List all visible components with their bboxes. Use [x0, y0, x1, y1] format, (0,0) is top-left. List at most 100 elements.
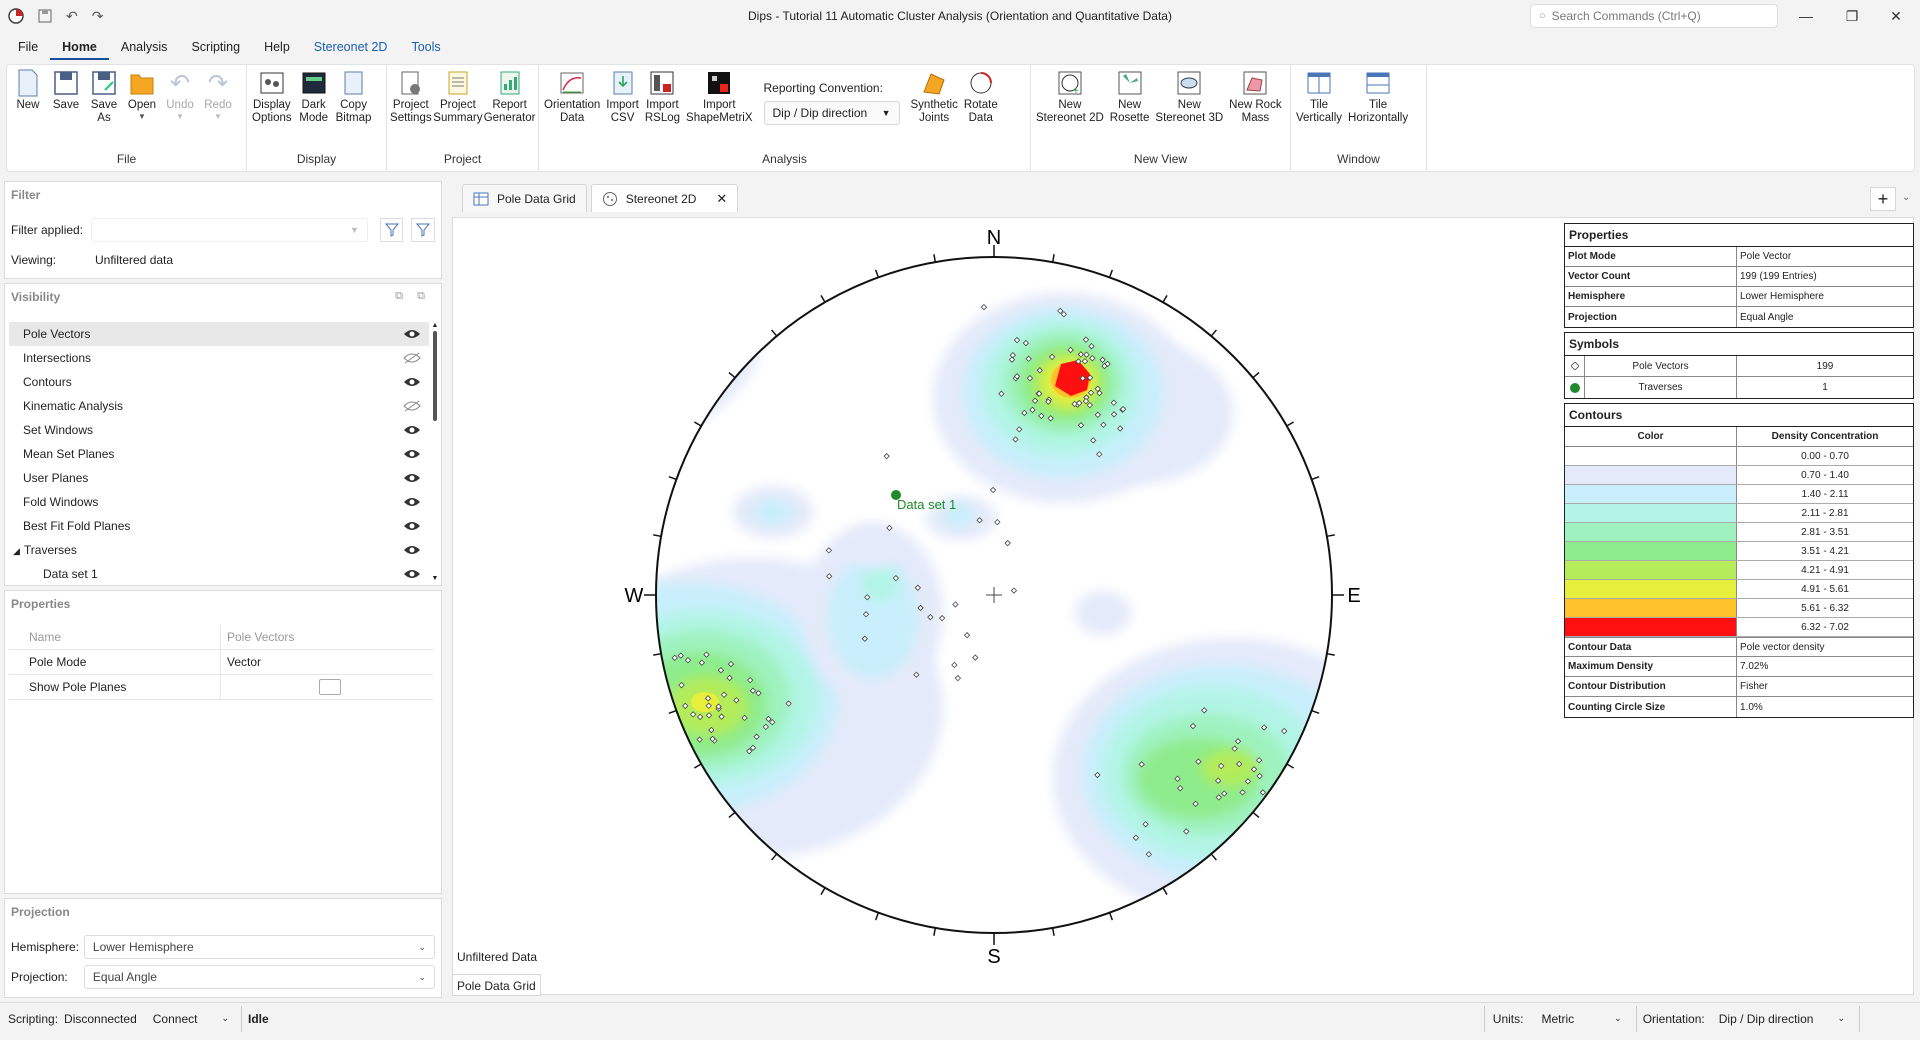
pole-vector-symbol[interactable]	[1013, 336, 1021, 344]
eye-hidden-icon[interactable]	[403, 400, 421, 412]
pole-vector-symbol[interactable]	[1234, 738, 1242, 745]
pole-vector-symbol[interactable]	[1016, 426, 1023, 433]
pole-vector-symbol[interactable]	[951, 661, 958, 669]
pole-vector-symbol[interactable]	[1029, 406, 1036, 414]
pole-vector-symbol[interactable]	[1244, 778, 1252, 785]
pole-vector-symbol[interactable]	[708, 726, 715, 734]
pole-vector-symbol[interactable]	[1260, 724, 1268, 731]
pole-vector-symbol[interactable]	[976, 517, 983, 524]
add-view-button[interactable]: +	[1870, 187, 1896, 211]
pole-vector-symbol[interactable]	[1214, 777, 1222, 784]
visibility-item-intersections[interactable]: Intersections	[9, 346, 429, 370]
project-settings-button[interactable]: Project Settings	[389, 69, 433, 125]
pole-vector-symbol[interactable]	[704, 695, 712, 702]
pole-vector-symbol[interactable]	[746, 747, 753, 755]
eye-icon[interactable]	[403, 376, 421, 388]
property-row-pole-mode[interactable]: Pole Mode Vector	[9, 650, 433, 675]
pole-vector-symbol[interactable]	[1189, 722, 1197, 730]
pole-vector-symbol[interactable]	[1031, 397, 1039, 404]
eye-icon[interactable]	[403, 568, 421, 580]
edit-filter-button[interactable]	[411, 218, 435, 242]
pole-vector-symbol[interactable]	[1082, 336, 1090, 343]
pole-vector-symbol[interactable]	[1138, 761, 1145, 768]
pole-vector-symbol[interactable]	[1094, 385, 1101, 392]
eye-icon[interactable]	[403, 520, 421, 532]
pole-vector-symbol[interactable]	[1094, 411, 1101, 418]
pole-vector-symbol[interactable]	[1010, 587, 1018, 594]
pole-vector-symbol[interactable]	[1201, 707, 1208, 714]
pole-vector-symbol[interactable]	[717, 667, 725, 674]
pole-vector-symbol[interactable]	[682, 702, 689, 710]
pole-vector-symbol[interactable]	[1090, 437, 1097, 444]
pole-vector-symbol[interactable]	[1099, 356, 1106, 363]
pole-vector-symbol[interactable]	[1077, 351, 1084, 358]
pole-vector-symbol[interactable]	[1231, 745, 1238, 752]
close-window-button[interactable]: ✕	[1890, 7, 1902, 24]
restore-button[interactable]: ❐	[1845, 7, 1859, 24]
connect-dropdown[interactable]: Connect ⌄	[152, 1011, 229, 1026]
pole-vector-symbol[interactable]	[998, 390, 1005, 397]
pole-vector-symbol[interactable]	[1088, 343, 1095, 350]
import-rslog-button[interactable]: Import RSLog	[642, 69, 683, 125]
pole-vector-symbol[interactable]	[769, 719, 776, 726]
pole-vector-symbol[interactable]	[1047, 415, 1054, 422]
pole-vector-symbol[interactable]	[1104, 360, 1111, 368]
pole-vector-symbol[interactable]	[927, 614, 934, 621]
pole-vector-symbol[interactable]	[1004, 540, 1011, 547]
pole-vector-symbol[interactable]	[1067, 346, 1074, 354]
pole-vector-symbol[interactable]	[678, 681, 685, 689]
pole-vector-symbol[interactable]	[1060, 311, 1068, 318]
pole-vector-symbol[interactable]	[913, 671, 920, 678]
pole-vector-symbol[interactable]	[862, 611, 870, 618]
units-dropdown[interactable]: Metric ⌄	[1541, 1011, 1622, 1026]
pole-vector-symbol[interactable]	[741, 714, 748, 722]
pole-vector-symbol[interactable]	[705, 702, 712, 709]
pole-vector-symbol[interactable]	[720, 691, 728, 698]
save-quick-icon[interactable]	[38, 9, 52, 23]
pole-vector-symbol[interactable]	[1110, 399, 1117, 406]
rotate-data-button[interactable]: Rotate Data	[961, 69, 1001, 125]
pole-vector-symbol[interactable]	[1145, 851, 1152, 858]
dark-mode-button[interactable]: Dark Mode	[295, 69, 333, 125]
pole-vector-symbol[interactable]	[994, 518, 1001, 526]
pole-vector-symbol[interactable]	[684, 656, 692, 664]
pole-vector-symbol[interactable]	[861, 635, 868, 642]
pole-vector-symbol[interactable]	[1101, 362, 1108, 370]
pole-vector-symbol[interactable]	[1110, 411, 1118, 418]
menu-file[interactable]: File	[18, 40, 39, 54]
eye-icon[interactable]	[403, 544, 421, 556]
close-tab-icon[interactable]: ✕	[716, 190, 728, 206]
project-summary-button[interactable]: Project Summary	[433, 69, 484, 125]
pole-vector-symbol[interactable]	[696, 736, 703, 743]
menu-analysis[interactable]: Analysis	[120, 40, 168, 54]
orientation-data-button[interactable]: Orientation Data	[541, 69, 603, 125]
pole-vector-symbol[interactable]	[1096, 451, 1103, 458]
pole-vector-symbol[interactable]	[1239, 789, 1246, 796]
pole-vector-symbol[interactable]	[1022, 339, 1030, 347]
pole-vector-symbol[interactable]	[747, 676, 754, 684]
pole-vector-symbol[interactable]	[1045, 398, 1052, 405]
expand-all-icon[interactable]: ⧉	[417, 290, 425, 302]
eye-icon[interactable]	[403, 424, 421, 436]
pole-vector-symbol[interactable]	[1142, 821, 1149, 828]
pole-vector-symbol[interactable]	[892, 574, 900, 582]
visibility-item-kinematic-analysis[interactable]: Kinematic Analysis	[9, 394, 429, 418]
pole-vector-symbol[interactable]	[886, 524, 893, 532]
pole-vector-symbol[interactable]	[952, 601, 959, 608]
pole-vector-symbol[interactable]	[1174, 775, 1181, 782]
search-commands-input[interactable]: ○ Search Commands (Ctrl+Q)	[1530, 4, 1778, 28]
pole-vector-symbol[interactable]	[1013, 373, 1021, 380]
pole-vector-symbol[interactable]	[1038, 412, 1045, 420]
pole-vector-symbol[interactable]	[1082, 397, 1090, 405]
collapse-all-icon[interactable]: ⧉	[395, 290, 403, 302]
visibility-item-mean-set-planes[interactable]: Mean Set Planes	[9, 442, 429, 466]
pole-vector-symbol[interactable]	[1100, 421, 1107, 428]
menu-stereonet-2d[interactable]: Stereonet 2D	[313, 40, 388, 54]
tab-pole-data-grid[interactable]: Pole Data Grid	[462, 184, 587, 212]
new-stereonet-2d-button[interactable]: + New Stereonet 2D	[1033, 69, 1107, 125]
pole-vector-symbol[interactable]	[914, 584, 921, 591]
pole-vector-symbol[interactable]	[1255, 757, 1263, 764]
pole-vector-symbol[interactable]	[726, 674, 733, 682]
pole-vector-symbol[interactable]	[1177, 785, 1184, 792]
pole-vector-symbol[interactable]	[917, 604, 924, 612]
